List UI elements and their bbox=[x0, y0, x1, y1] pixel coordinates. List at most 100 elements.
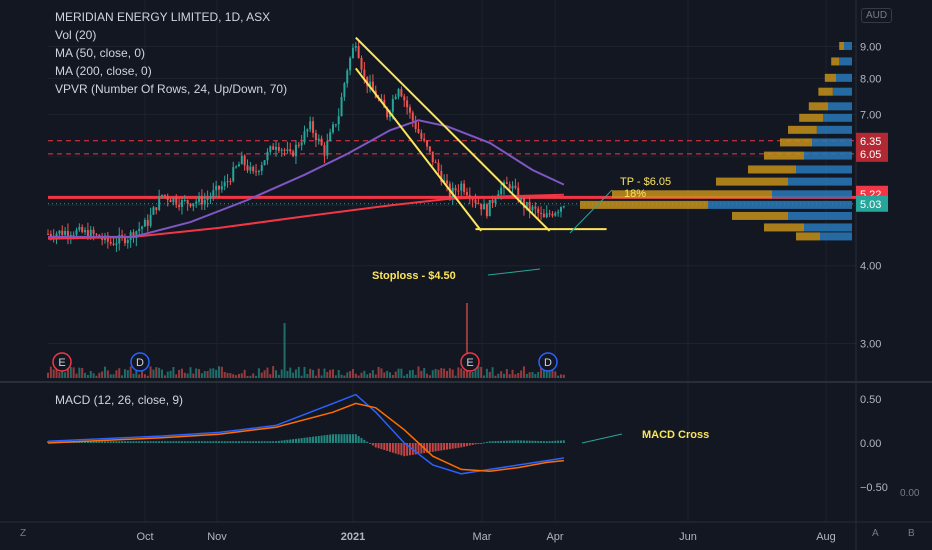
timezone-button[interactable]: Z bbox=[20, 528, 27, 539]
vpvr-down-bar bbox=[716, 177, 788, 186]
indicator-vpvr[interactable]: VPVR (Number Of Rows, 24, Up/Down, 70) bbox=[55, 82, 288, 96]
macd-histogram-bar bbox=[280, 440, 283, 443]
symbol-title[interactable]: MERIDIAN ENERGY LIMITED, 1D, ASX bbox=[55, 10, 271, 24]
auto-scale-button[interactable]: A bbox=[872, 528, 879, 539]
volume-bar bbox=[494, 375, 497, 378]
candle-body bbox=[47, 233, 49, 235]
candle-body bbox=[363, 69, 366, 77]
volume-bar bbox=[317, 368, 320, 378]
macd-histogram-bar bbox=[206, 441, 209, 443]
macd-histogram-bar bbox=[420, 443, 423, 454]
vpvr-down-bar bbox=[799, 113, 824, 122]
time-tick-label: Jun bbox=[679, 531, 697, 543]
indicator-volume[interactable]: Vol (20) bbox=[55, 28, 97, 42]
macd-cross-label: MACD Cross bbox=[642, 429, 709, 441]
macd-histogram-bar bbox=[255, 441, 258, 443]
candle-body bbox=[366, 76, 369, 87]
macd-histogram-bar bbox=[485, 441, 488, 443]
macd-histogram-bar bbox=[312, 436, 315, 443]
volume-bar bbox=[155, 367, 158, 378]
macd-histogram-bar bbox=[155, 441, 158, 443]
candle-body bbox=[158, 196, 161, 210]
candle-body bbox=[169, 199, 172, 203]
candle-body bbox=[349, 58, 352, 71]
stoploss-label: Stoploss - $4.50 bbox=[372, 270, 456, 282]
macd-cross-arrow bbox=[581, 433, 623, 444]
macd-histogram-bar bbox=[354, 434, 357, 443]
log-scale-button[interactable]: B bbox=[908, 528, 915, 539]
macd-histogram-bar bbox=[200, 441, 203, 443]
macd-histogram-bar bbox=[454, 443, 457, 449]
macd-line bbox=[47, 393, 565, 475]
volume-bar bbox=[454, 375, 457, 378]
volume-bar bbox=[314, 375, 317, 378]
volume-bar bbox=[508, 374, 511, 378]
ma200-line bbox=[47, 193, 564, 240]
volume-bar bbox=[320, 375, 323, 378]
price-badge bbox=[856, 145, 888, 162]
candle-body bbox=[332, 124, 334, 133]
macd-histogram-bar bbox=[448, 443, 451, 450]
candle-body bbox=[357, 45, 360, 58]
price-tick-label: 3.00 bbox=[860, 339, 881, 351]
candle-body bbox=[161, 194, 163, 197]
candle-body bbox=[480, 203, 483, 210]
volume-bar bbox=[426, 373, 429, 378]
macd-histogram-bar bbox=[138, 441, 141, 443]
macd-histogram-bar bbox=[92, 441, 95, 443]
candle-body bbox=[78, 226, 81, 230]
macd-histogram-bar bbox=[189, 441, 192, 443]
candle-body bbox=[551, 213, 554, 216]
macd-histogram-bar bbox=[545, 441, 548, 443]
indicator-ma50[interactable]: MA (50, close, 0) bbox=[55, 46, 146, 60]
candle-body bbox=[192, 203, 195, 207]
macd-legend[interactable]: MACD (12, 26, close, 9) bbox=[55, 393, 184, 407]
candle-body bbox=[389, 111, 391, 118]
volume-bar bbox=[135, 366, 138, 378]
candle-body bbox=[514, 185, 517, 188]
candle-body bbox=[557, 211, 560, 213]
macd-histogram-bar bbox=[406, 443, 409, 456]
macd-histogram-bar bbox=[266, 441, 269, 443]
candle-body bbox=[180, 200, 183, 207]
volume-bar bbox=[394, 371, 397, 378]
candle-body bbox=[463, 183, 466, 193]
candle-body bbox=[277, 146, 280, 151]
volume-bar bbox=[491, 367, 494, 378]
indicator-ma200[interactable]: MA (200, close, 0) bbox=[55, 64, 152, 78]
macd-histogram-bar bbox=[514, 440, 517, 443]
macd-histogram-bar bbox=[269, 441, 272, 443]
macd-histogram-bar bbox=[522, 440, 525, 443]
macd-histogram-bar bbox=[180, 441, 183, 443]
macd-histogram-bar bbox=[463, 443, 466, 447]
currency-button[interactable]: AUD bbox=[861, 8, 893, 23]
candle-body bbox=[55, 233, 58, 238]
volume-bar bbox=[414, 374, 417, 378]
volume-bar bbox=[98, 372, 101, 378]
macd-histogram-bar bbox=[474, 443, 477, 445]
volume-bar bbox=[386, 370, 389, 378]
macd-histogram-bar bbox=[218, 441, 220, 443]
macd-histogram-bar bbox=[337, 434, 340, 443]
candle-body bbox=[198, 196, 201, 202]
vpvr-up-bar bbox=[812, 138, 852, 147]
candle-body bbox=[294, 144, 297, 157]
volume-bar bbox=[349, 371, 352, 378]
volume-bar bbox=[400, 368, 403, 378]
candle-body bbox=[346, 70, 349, 84]
candle-body bbox=[528, 201, 531, 211]
candle-body bbox=[477, 202, 480, 204]
macd-histogram-bar bbox=[249, 441, 252, 443]
volume-bar bbox=[152, 369, 155, 378]
candle-body bbox=[434, 162, 437, 164]
volume-bar bbox=[306, 374, 309, 378]
price-badge-label: 6.05 bbox=[860, 149, 881, 161]
volume-bar bbox=[235, 375, 238, 378]
earnings-marker-d bbox=[538, 352, 558, 372]
volume-bar bbox=[283, 323, 286, 378]
macd-histogram-bar bbox=[286, 439, 289, 443]
macd-histogram-bar bbox=[383, 443, 386, 451]
volume-bar bbox=[115, 370, 118, 378]
candle-body bbox=[275, 146, 277, 150]
